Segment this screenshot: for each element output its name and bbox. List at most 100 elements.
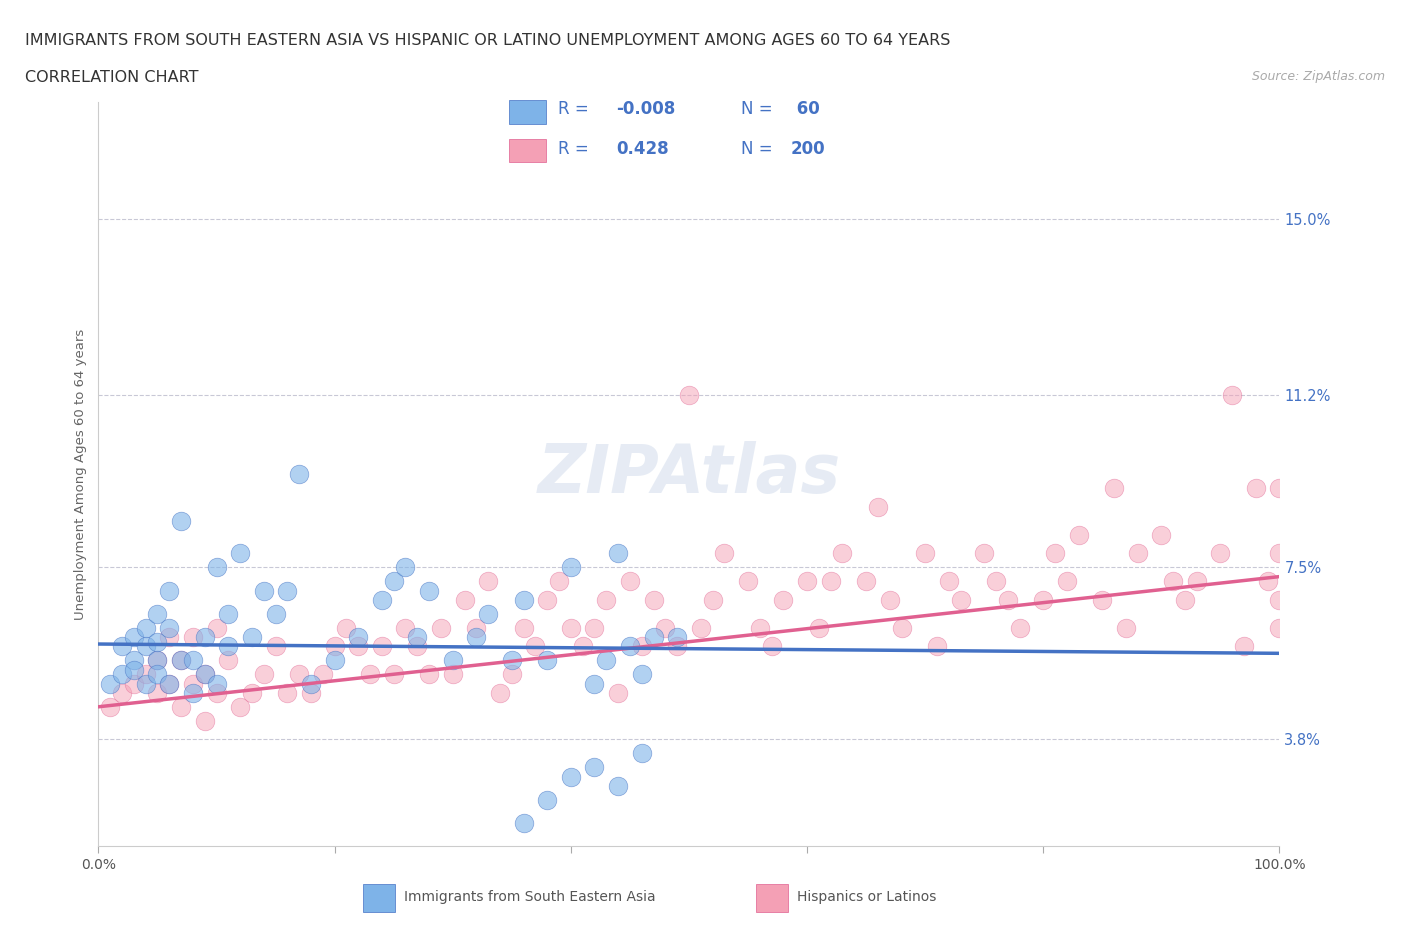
Point: [796, 574, 818, 589]
Point: [170, 699, 193, 714]
Point: [689, 620, 711, 635]
Point: [831, 546, 853, 561]
Point: [984, 574, 1007, 589]
Point: [820, 574, 842, 589]
Point: [146, 685, 169, 700]
Point: [276, 685, 298, 700]
Point: [217, 639, 239, 654]
Point: [1268, 546, 1291, 561]
Point: [146, 634, 169, 649]
Point: [135, 667, 157, 682]
FancyBboxPatch shape: [756, 884, 787, 912]
Point: [253, 667, 276, 682]
Point: [619, 574, 641, 589]
Point: [737, 574, 759, 589]
Point: [122, 653, 145, 668]
Point: [394, 620, 416, 635]
Point: [406, 630, 429, 644]
Point: [748, 620, 770, 635]
Point: [666, 639, 689, 654]
Text: N =: N =: [741, 140, 778, 157]
Point: [288, 467, 311, 482]
Point: [194, 667, 217, 682]
Point: [288, 667, 311, 682]
Y-axis label: Unemployment Among Ages 60 to 64 years: Unemployment Among Ages 60 to 64 years: [75, 328, 87, 620]
Point: [418, 583, 440, 598]
Point: [371, 592, 394, 607]
Point: [194, 713, 217, 728]
Point: [122, 676, 145, 691]
Point: [1185, 574, 1208, 589]
Point: [477, 574, 499, 589]
FancyBboxPatch shape: [509, 139, 546, 162]
Point: [299, 676, 322, 691]
Point: [1043, 546, 1066, 561]
Point: [477, 606, 499, 621]
Point: [1126, 546, 1149, 561]
Point: [146, 606, 169, 621]
Point: [524, 639, 547, 654]
Point: [157, 583, 180, 598]
Point: [1008, 620, 1031, 635]
Point: [1161, 574, 1184, 589]
Point: [157, 676, 180, 691]
Point: [1174, 592, 1197, 607]
Point: [122, 662, 145, 677]
Point: [240, 630, 263, 644]
Point: [335, 620, 357, 635]
Point: [347, 639, 370, 654]
Point: [666, 630, 689, 644]
Point: [217, 606, 239, 621]
Point: [394, 560, 416, 575]
Point: [347, 630, 370, 644]
Point: [643, 630, 665, 644]
Point: [441, 653, 464, 668]
Point: [181, 653, 204, 668]
Point: [583, 620, 606, 635]
Point: [465, 630, 488, 644]
Point: [1067, 527, 1090, 542]
Point: [430, 620, 453, 635]
Point: [1150, 527, 1173, 542]
Point: [1257, 574, 1279, 589]
Point: [299, 685, 322, 700]
Point: [170, 653, 193, 668]
Point: [560, 620, 582, 635]
Text: ZIPAtlas: ZIPAtlas: [537, 442, 841, 507]
Point: [146, 653, 169, 668]
Point: [264, 639, 287, 654]
Point: [512, 620, 534, 635]
Point: [607, 778, 630, 793]
Point: [205, 676, 228, 691]
Point: [643, 592, 665, 607]
Point: [323, 653, 346, 668]
Point: [382, 667, 405, 682]
Point: [418, 667, 440, 682]
Point: [229, 546, 252, 561]
Point: [630, 667, 652, 682]
Point: [181, 685, 204, 700]
Point: [973, 546, 995, 561]
Point: [253, 583, 276, 598]
Point: [371, 639, 394, 654]
Point: [181, 630, 204, 644]
Text: Immigrants from South Eastern Asia: Immigrants from South Eastern Asia: [404, 890, 655, 905]
Text: Source: ZipAtlas.com: Source: ZipAtlas.com: [1251, 70, 1385, 83]
Point: [501, 653, 523, 668]
Point: [1032, 592, 1054, 607]
Point: [560, 560, 582, 575]
Point: [890, 620, 912, 635]
Point: [111, 667, 134, 682]
Text: R =: R =: [558, 140, 600, 157]
Point: [1091, 592, 1114, 607]
FancyBboxPatch shape: [509, 100, 546, 124]
Point: [1102, 481, 1125, 496]
Point: [264, 606, 287, 621]
Text: 60: 60: [790, 100, 820, 118]
Point: [135, 620, 157, 635]
Point: [536, 653, 558, 668]
Point: [548, 574, 571, 589]
Point: [157, 620, 180, 635]
Point: [122, 630, 145, 644]
Point: [1268, 592, 1291, 607]
